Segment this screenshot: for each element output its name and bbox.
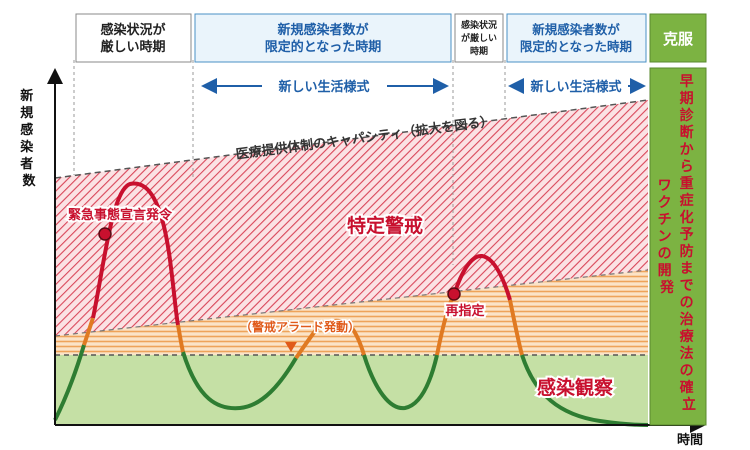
emergency-label: 緊急事態宣言発令 xyxy=(68,207,173,223)
alert-trigger-label: （警戒アラード発動） xyxy=(240,319,360,334)
curve-orange-rise-2 xyxy=(294,323,322,360)
new-lifestyle-label-1: 新しい生活様式 xyxy=(278,79,369,95)
header-box-overcome xyxy=(649,13,707,63)
header-box-3 xyxy=(454,13,504,63)
period2-line2: 限定的となった時期 xyxy=(265,39,382,55)
curve-orange-fall-3 xyxy=(508,299,524,356)
right-panel-col1: 早 期 診 断 か ら 重 症 化 予 防 ま で の 治 療 法 の 確 立 xyxy=(680,74,699,413)
alert-buffer-zone xyxy=(55,270,648,355)
right-panel xyxy=(649,67,707,426)
period1-line1: 感染状況が xyxy=(100,22,165,38)
period3-line1: 感染状況 xyxy=(461,19,497,31)
emergency-marker xyxy=(98,227,112,241)
curve-orange-fall-2 xyxy=(319,318,366,356)
curve-red-wave-2 xyxy=(452,254,512,301)
curve-red-wave-1 xyxy=(91,181,180,326)
alert-trigger-marker xyxy=(285,342,297,352)
period2-line1: 新規感染者数が xyxy=(277,22,368,38)
curve-orange-fall-1 xyxy=(176,324,185,353)
infection-watch-label: 感染観察 xyxy=(537,376,614,399)
overcome-label: 克服 xyxy=(663,30,694,48)
curve-green-trough-2 xyxy=(362,354,439,411)
curve-green-start xyxy=(53,344,86,421)
period1-line2: 厳しい時期 xyxy=(100,39,165,55)
header-box-4 xyxy=(506,13,647,63)
special-alert-label: 特定警戒 xyxy=(347,214,423,237)
header-box-1 xyxy=(75,13,192,63)
new-lifestyle-label-2: 新しい生活様式 xyxy=(530,79,621,95)
period4-line2: 限定的となった時期 xyxy=(520,39,632,54)
period3-line3: 時期 xyxy=(470,45,488,57)
period4-line1: 新規感染者数が xyxy=(532,22,620,37)
curve-green-trough xyxy=(181,351,298,411)
header-box-2 xyxy=(194,13,452,63)
infection-watch-zone xyxy=(55,355,648,425)
curve-orange-rise-1 xyxy=(82,317,95,346)
alert-threshold-line xyxy=(54,269,649,337)
redesignation-marker xyxy=(447,287,461,301)
x-axis-label: 時間 xyxy=(677,432,703,448)
period3-line2: が厳しい xyxy=(461,32,497,44)
redesignation-label: 再指定 xyxy=(445,303,484,319)
y-axis-label: 新 規 感 染 者 数 xyxy=(19,88,38,189)
right-panel-col2: ワ ク チ ン の 開 発 xyxy=(658,178,677,296)
